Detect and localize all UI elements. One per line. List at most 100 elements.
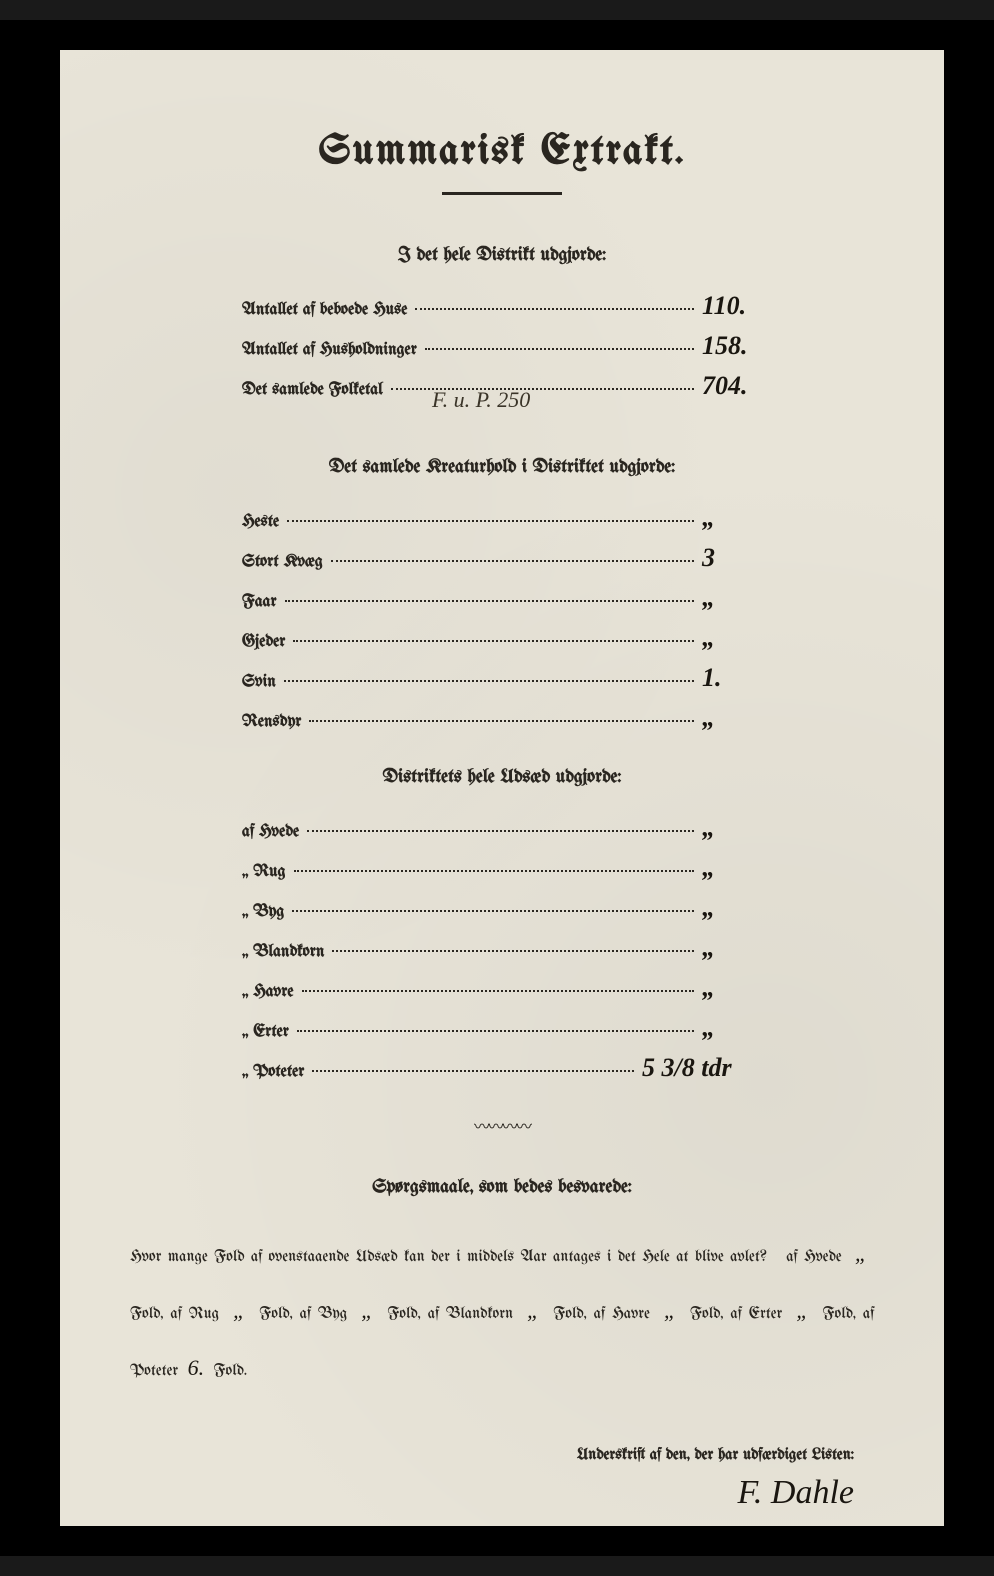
questions-section: Spørgsmaale, som bedes besvarede: Hvor m…	[130, 1177, 874, 1397]
row-goats: Gjeder „	[242, 623, 762, 653]
section3-heading: Distriktets hele Udsæd udgjorde:	[130, 767, 874, 787]
q-val-0: „	[848, 1225, 874, 1282]
q-val-1: „	[226, 1282, 252, 1339]
label-potatoes: „ Poteter	[242, 1064, 304, 1081]
document-page: Summarisk Extrakt. I det hele Distrikt u…	[60, 50, 944, 1526]
row-wheat: af Hvede „	[242, 813, 762, 843]
divider-ornament: 〰〰〰〰	[130, 1113, 874, 1137]
q-val-5: „	[789, 1282, 815, 1339]
row-cattle: Stort Kvæg 3	[242, 543, 762, 573]
value-oats: „	[702, 973, 762, 1003]
section1-heading: I det hele Distrikt udgjorde:	[130, 245, 874, 265]
q-val-6: 6.	[183, 1339, 209, 1396]
q-val-2: „	[354, 1282, 380, 1339]
row-sheep: Faar „	[242, 583, 762, 613]
page-title: Summarisk Extrakt.	[130, 130, 874, 174]
scan-frame: Summarisk Extrakt. I det hele Distrikt u…	[0, 20, 994, 1556]
q-unit: Fold,	[130, 1306, 163, 1323]
row-barley: „ Byg „	[242, 893, 762, 923]
leader-dots	[294, 870, 694, 872]
q-unit-last: Fold.	[214, 1363, 248, 1380]
row-oats: „ Havre „	[242, 973, 762, 1003]
value-peas: „	[702, 1013, 762, 1043]
q-crop-4: af Havre	[594, 1306, 650, 1323]
value-potatoes: 5 3/8 tdr	[642, 1053, 762, 1083]
q-val-4: „	[657, 1282, 683, 1339]
q-unit: Fold,	[387, 1306, 420, 1323]
leader-dots	[332, 950, 694, 952]
section3-block: af Hvede „ „ Rug „ „ Byg „ „ Blandkorn „…	[242, 813, 762, 1083]
row-rye: „ Rug „	[242, 853, 762, 883]
section2-heading: Det samlede Kreaturhold i Distriktet udg…	[130, 457, 874, 477]
leader-dots	[425, 348, 694, 350]
label-households: Antallet af Husholdninger	[242, 342, 417, 359]
label-houses: Antallet af beboede Huse	[242, 302, 407, 319]
label-mixgrain: „ Blandkorn	[242, 944, 324, 961]
title-underline	[442, 192, 562, 195]
label-population: Det samlede Folketal	[242, 382, 383, 399]
q-crop-1: af Rug	[170, 1306, 219, 1323]
q-unit: Fold,	[259, 1306, 292, 1323]
leader-dots	[292, 910, 694, 912]
value-houses: 110.	[702, 291, 762, 321]
label-pigs: Svin	[242, 674, 276, 691]
questions-body: Hvor mange Fold af ovenstaaende Udsæd ka…	[130, 1225, 874, 1397]
section1-block: Antallet af beboede Huse 110. Antallet a…	[242, 291, 762, 401]
value-pigs: 1.	[702, 663, 762, 693]
value-reindeer: „	[702, 703, 762, 733]
q-val-3: „	[520, 1282, 546, 1339]
row-reindeer: Rensdyr „	[242, 703, 762, 733]
label-goats: Gjeder	[242, 634, 285, 651]
q-crop-3: af Blandkorn	[428, 1306, 513, 1323]
label-rye: „ Rug	[242, 864, 286, 881]
handwritten-annotation: F. u. P. 250	[432, 387, 530, 413]
signature-name: F. Dahle	[130, 1474, 854, 1512]
value-households: 158.	[702, 331, 762, 361]
q-unit: Fold,	[823, 1306, 856, 1323]
label-peas: „ Erter	[242, 1024, 289, 1041]
value-cattle: 3	[702, 543, 762, 573]
leader-dots	[297, 1030, 694, 1032]
value-rye: „	[702, 853, 762, 883]
value-mixgrain: „	[702, 933, 762, 963]
leader-dots	[307, 830, 694, 832]
leader-dots	[331, 560, 694, 562]
value-wheat: „	[702, 813, 762, 843]
signature-block: Underskrift af den, der har udfærdiget L…	[130, 1447, 874, 1512]
section2-block: Heste „ Stort Kvæg 3 Faar „ Gjeder „ Svi…	[242, 503, 762, 733]
label-oats: „ Havre	[242, 984, 294, 1001]
value-sheep: „	[702, 583, 762, 613]
label-wheat: af Hvede	[242, 824, 299, 841]
leader-dots	[312, 1070, 634, 1072]
leader-dots	[309, 720, 694, 722]
leader-dots	[293, 640, 694, 642]
leader-dots	[302, 990, 694, 992]
row-potatoes: „ Poteter 5 3/8 tdr	[242, 1053, 762, 1083]
value-horses: „	[702, 503, 762, 533]
q-crop-2: af Byg	[300, 1306, 348, 1323]
row-peas: „ Erter „	[242, 1013, 762, 1043]
row-mixgrain: „ Blandkorn „	[242, 933, 762, 963]
value-barley: „	[702, 893, 762, 923]
row-horses: Heste „	[242, 503, 762, 533]
q-unit: Fold,	[690, 1306, 723, 1323]
questions-heading: Spørgsmaale, som bedes besvarede:	[130, 1177, 874, 1197]
question-lead: Hvor mange Fold af ovenstaaende Udsæd ka…	[130, 1249, 767, 1266]
q-crop-5: af Erter	[730, 1306, 782, 1323]
leader-dots	[287, 520, 694, 522]
row-households: Antallet af Husholdninger 158.	[242, 331, 762, 361]
leader-dots	[284, 680, 694, 682]
label-reindeer: Rensdyr	[242, 714, 301, 731]
label-barley: „ Byg	[242, 904, 284, 921]
q-unit: Fold,	[553, 1306, 586, 1323]
value-goats: „	[702, 623, 762, 653]
q-crop-0: af Hvede	[786, 1249, 841, 1266]
label-horses: Heste	[242, 514, 279, 531]
label-cattle: Stort Kvæg	[242, 554, 323, 571]
label-sheep: Faar	[242, 594, 277, 611]
leader-dots	[415, 308, 694, 310]
signature-label: Underskrift af den, der har udfærdiget L…	[130, 1447, 854, 1464]
row-pigs: Svin 1.	[242, 663, 762, 693]
value-population: 704.	[702, 371, 762, 401]
leader-dots	[285, 600, 694, 602]
